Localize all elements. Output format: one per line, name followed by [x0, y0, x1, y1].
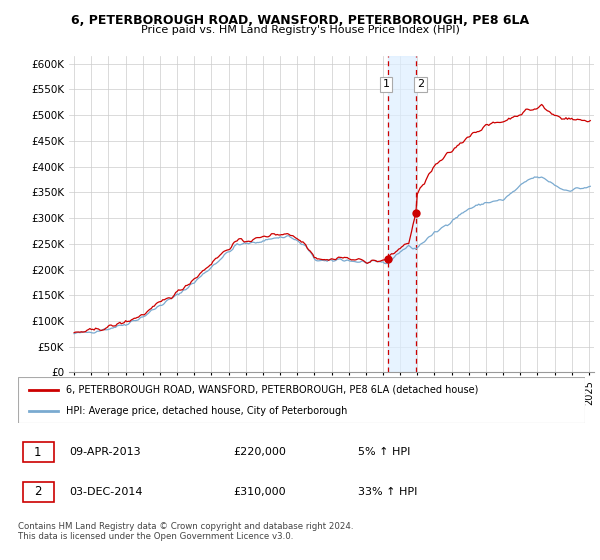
Bar: [23, 442, 54, 461]
Text: £310,000: £310,000: [233, 487, 286, 497]
Text: HPI: Average price, detached house, City of Peterborough: HPI: Average price, detached house, City…: [66, 407, 347, 416]
Text: 6, PETERBOROUGH ROAD, WANSFORD, PETERBOROUGH, PE8 6LA (detached house): 6, PETERBOROUGH ROAD, WANSFORD, PETERBOR…: [66, 385, 479, 395]
Bar: [23, 482, 54, 502]
Text: Contains HM Land Registry data © Crown copyright and database right 2024.
This d: Contains HM Land Registry data © Crown c…: [18, 522, 353, 542]
Text: 1: 1: [34, 446, 41, 459]
Text: 03-DEC-2014: 03-DEC-2014: [69, 487, 143, 497]
Text: £220,000: £220,000: [233, 447, 286, 457]
Text: 09-APR-2013: 09-APR-2013: [69, 447, 140, 457]
Text: 2: 2: [416, 80, 424, 90]
Text: 1: 1: [382, 80, 389, 90]
Text: Price paid vs. HM Land Registry's House Price Index (HPI): Price paid vs. HM Land Registry's House …: [140, 25, 460, 35]
Text: 2: 2: [34, 486, 41, 498]
Text: 6, PETERBOROUGH ROAD, WANSFORD, PETERBOROUGH, PE8 6LA: 6, PETERBOROUGH ROAD, WANSFORD, PETERBOR…: [71, 14, 529, 27]
Text: 33% ↑ HPI: 33% ↑ HPI: [358, 487, 418, 497]
Text: 5% ↑ HPI: 5% ↑ HPI: [358, 447, 410, 457]
Bar: [388, 56, 416, 372]
